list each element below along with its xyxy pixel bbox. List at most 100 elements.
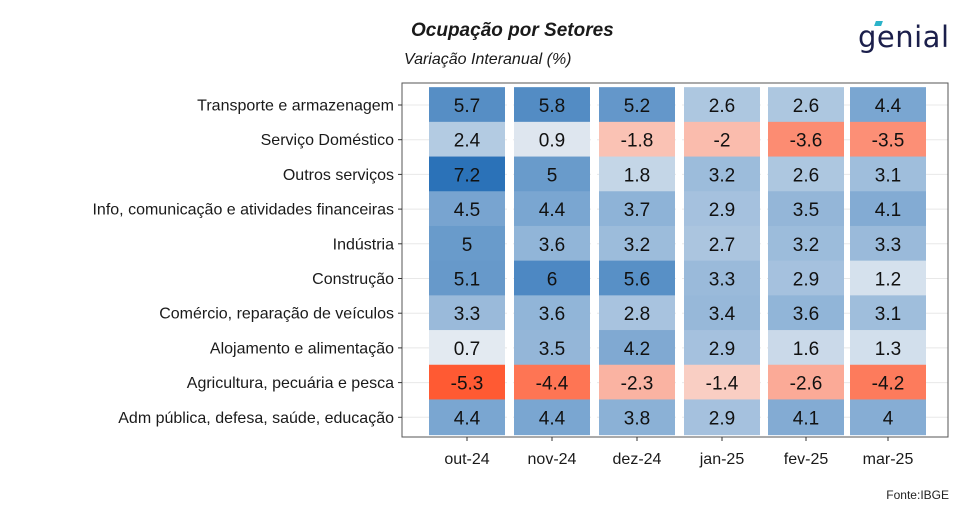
heatmap-cell	[684, 260, 760, 297]
cell-value-label: 3.2	[709, 165, 735, 186]
cell-value-label: 4.4	[539, 200, 566, 221]
heatmap-cell	[850, 225, 926, 262]
cell-value-label: 2.9	[709, 200, 735, 221]
cell-value-label: 2.4	[454, 131, 481, 152]
y-tick-label: Info, comunicação e atividades financeir…	[92, 202, 394, 219]
cell-value-label: 4.1	[875, 200, 901, 221]
heatmap-cell	[768, 295, 844, 332]
cell-value-label: 3.7	[624, 200, 650, 221]
y-tick-label: Indústria	[333, 236, 394, 253]
cell-value-label: -3.5	[872, 131, 905, 152]
cell-value-label: 3.4	[709, 304, 736, 325]
cell-value-label: 3.8	[624, 408, 650, 429]
cell-value-label: 3.3	[709, 270, 735, 291]
heatmap-cell	[514, 364, 590, 401]
cell-value-label: 3.3	[875, 235, 901, 256]
heatmap-cell	[429, 330, 505, 366]
cell-value-label: -5.3	[451, 374, 484, 395]
x-tick-label: mar-25	[863, 451, 914, 468]
x-tick-label: dez-24	[613, 451, 662, 468]
heatmap-cell	[599, 364, 675, 401]
cell-value-label: -2	[714, 131, 731, 152]
cell-value-label: 3.2	[624, 235, 650, 256]
cell-value-label: 2.9	[793, 270, 819, 291]
cell-value-label: 5.7	[454, 96, 480, 117]
heatmap-cell	[684, 399, 760, 436]
brand-logo: genial	[858, 20, 950, 54]
heatmap-cell	[768, 191, 844, 227]
cell-value-label: 3.5	[539, 339, 565, 360]
heatmap-cell	[514, 156, 590, 193]
cell-value-label: 4	[883, 408, 894, 429]
cell-value-label: 1.8	[624, 165, 650, 186]
heatmap-cell	[850, 295, 926, 332]
cell-value-label: -3.6	[790, 131, 823, 152]
heatmap-cell	[514, 295, 590, 332]
cell-value-label: 2.6	[709, 96, 735, 117]
cell-value-label: -2.3	[621, 374, 654, 395]
chart-title: Ocupação por Setores	[411, 20, 614, 41]
heatmap-cell	[850, 156, 926, 193]
x-tick-label: fev-25	[784, 451, 829, 468]
heatmap-cell	[850, 330, 926, 366]
x-tick-label: nov-24	[528, 451, 577, 468]
source-note: Fonte:IBGE	[886, 488, 949, 502]
column-separator	[676, 87, 682, 433]
heatmap-cell	[429, 121, 505, 158]
cell-value-label: 2.7	[709, 235, 735, 256]
heatmap-cell	[684, 295, 760, 332]
cell-value-label: 5.2	[624, 96, 650, 117]
cell-value-label: 4.2	[624, 339, 650, 360]
cell-value-label: 4.5	[454, 200, 480, 221]
heatmap-cell	[599, 121, 675, 158]
y-tick-label: Outros serviços	[283, 167, 394, 184]
heatmap-cell	[684, 87, 760, 123]
cell-value-label: 2.8	[624, 304, 650, 325]
cell-value-label: 2.9	[709, 408, 735, 429]
cell-value-label: 4.4	[454, 408, 481, 429]
cell-value-label: 5.1	[454, 270, 480, 291]
heatmap-cell	[850, 364, 926, 401]
heatmap-cell	[768, 121, 844, 158]
heatmap-cell	[850, 191, 926, 227]
heatmap-cell	[429, 364, 505, 401]
cell-value-label: 3.3	[454, 304, 480, 325]
heatmap-cell	[599, 225, 675, 262]
heatmap-cell	[599, 399, 675, 436]
cell-value-label: -1.8	[621, 131, 654, 152]
y-tick-label: Transporte e armazenagem	[197, 98, 394, 115]
heatmap-cell	[599, 87, 675, 123]
cell-value-label: 3.6	[539, 235, 565, 256]
cell-value-label: 2.6	[793, 96, 819, 117]
heatmap-cell	[684, 330, 760, 366]
heatmap-cell	[514, 330, 590, 366]
column-separator	[591, 87, 597, 433]
heatmap-cell	[684, 121, 760, 158]
heatmap-cell	[514, 399, 590, 436]
cell-value-label: 5	[462, 235, 473, 256]
cell-value-label: 4.1	[793, 408, 819, 429]
y-tick-label: Serviço Doméstico	[261, 132, 394, 149]
column-separator	[507, 87, 513, 433]
cell-value-label: 1.6	[793, 339, 819, 360]
heatmap-cell	[514, 87, 590, 123]
cell-value-label: 2.9	[709, 339, 735, 360]
cell-value-label: 5.8	[539, 96, 565, 117]
heatmap-cell	[768, 225, 844, 262]
cell-value-label: 0.9	[539, 131, 565, 152]
heatmap-cell	[599, 156, 675, 193]
heatmap-cell	[768, 364, 844, 401]
cell-value-label: 2.6	[793, 165, 819, 186]
cell-value-label: 4.4	[539, 408, 566, 429]
y-tick-label: Alojamento e alimentação	[210, 340, 394, 357]
heatmap-cell	[429, 260, 505, 297]
cell-value-label: 3.1	[875, 304, 901, 325]
y-tick-label: Agricultura, pecuária e pesca	[187, 375, 394, 392]
cell-value-label: 7.2	[454, 165, 480, 186]
heatmap-cell	[429, 156, 505, 193]
cell-value-label: 4.4	[875, 96, 902, 117]
heatmap-cell	[514, 121, 590, 158]
cell-value-label: -4.2	[872, 374, 905, 395]
heatmap-cell	[429, 225, 505, 262]
